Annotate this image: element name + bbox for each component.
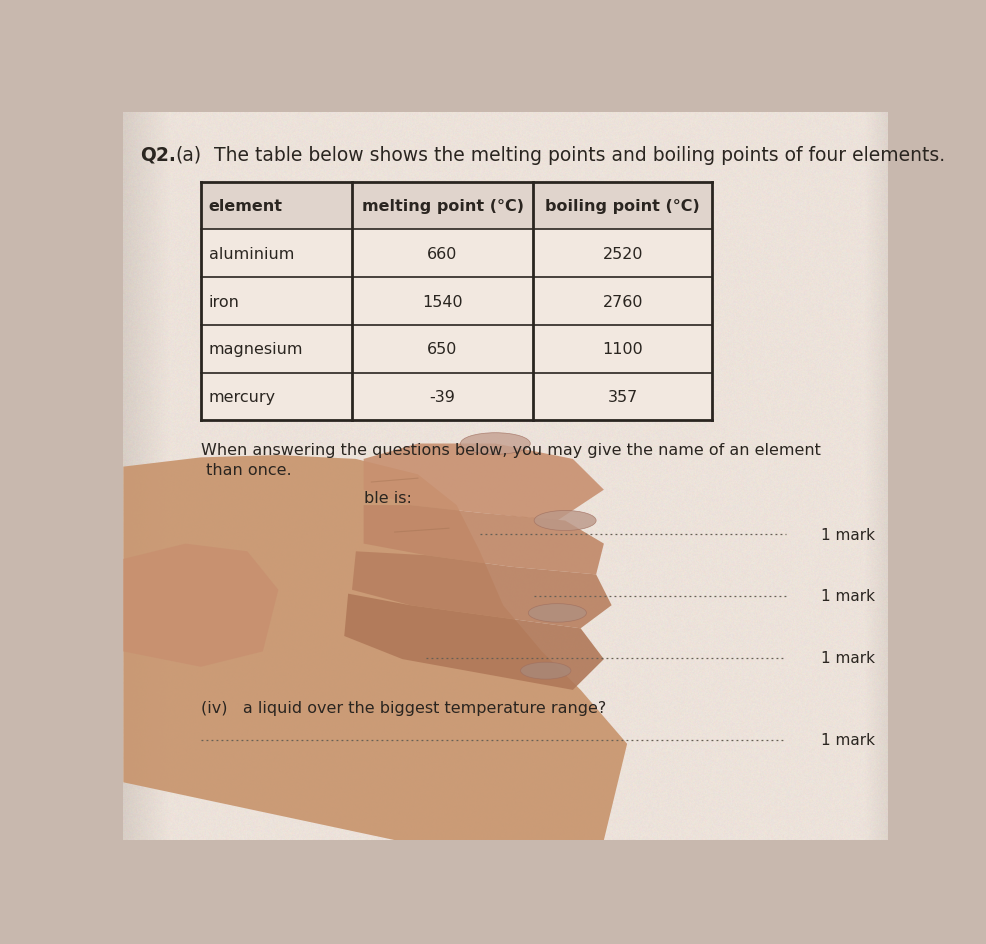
Text: than once.: than once.	[201, 463, 291, 478]
Text: (a): (a)	[176, 145, 201, 164]
Text: iron: iron	[208, 295, 240, 310]
Text: 1 mark: 1 mark	[820, 733, 874, 748]
Text: (iv)   a liquid over the biggest temperature range?: (iv) a liquid over the biggest temperatu…	[201, 700, 605, 716]
Text: 650: 650	[427, 342, 458, 357]
Text: 357: 357	[607, 390, 637, 405]
Ellipse shape	[533, 511, 596, 531]
Polygon shape	[363, 444, 603, 521]
Polygon shape	[123, 456, 626, 840]
Text: 1 mark: 1 mark	[820, 527, 874, 542]
Text: -39: -39	[429, 390, 455, 405]
Ellipse shape	[520, 663, 570, 680]
Text: melting point (°C): melting point (°C)	[361, 199, 523, 214]
Text: 1100: 1100	[601, 342, 643, 357]
Text: 2520: 2520	[602, 246, 643, 261]
FancyBboxPatch shape	[123, 113, 887, 840]
Text: When answering the questions below, you may give the name of an element: When answering the questions below, you …	[201, 443, 820, 458]
Ellipse shape	[528, 604, 586, 622]
Text: ble is:: ble is:	[363, 490, 411, 505]
Polygon shape	[363, 506, 603, 575]
Text: magnesium: magnesium	[208, 342, 303, 357]
Text: 1 mark: 1 mark	[820, 589, 874, 603]
Polygon shape	[352, 551, 611, 629]
Text: aluminium: aluminium	[208, 246, 294, 261]
Text: mercury: mercury	[208, 390, 275, 405]
Text: 1 mark: 1 mark	[820, 650, 874, 666]
FancyBboxPatch shape	[201, 182, 712, 230]
Text: boiling point (°C): boiling point (°C)	[545, 199, 699, 214]
Text: The table below shows the melting points and boiling points of four elements.: The table below shows the melting points…	[214, 145, 945, 164]
Text: 1540: 1540	[422, 295, 462, 310]
Polygon shape	[344, 594, 603, 690]
Text: 660: 660	[427, 246, 458, 261]
Text: Q2.: Q2.	[140, 145, 176, 164]
Ellipse shape	[460, 433, 529, 455]
Polygon shape	[123, 544, 278, 667]
FancyBboxPatch shape	[201, 182, 712, 421]
Text: element: element	[208, 199, 282, 214]
Text: 2760: 2760	[602, 295, 643, 310]
